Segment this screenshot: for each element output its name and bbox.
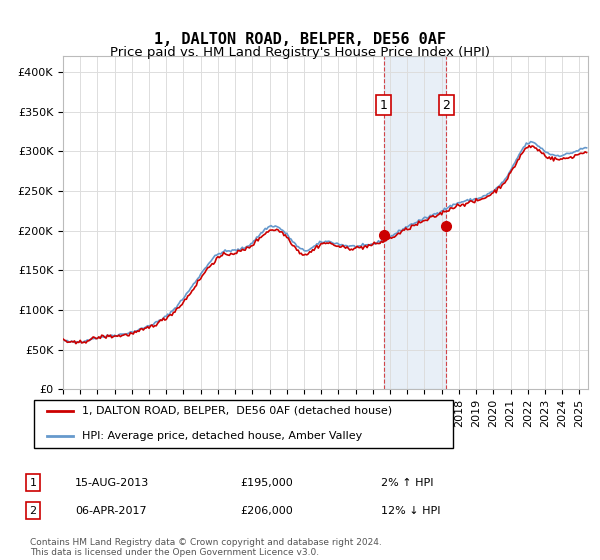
Text: 1: 1 (29, 478, 37, 488)
Text: 1, DALTON ROAD, BELPER,  DE56 0AF (detached house): 1, DALTON ROAD, BELPER, DE56 0AF (detach… (82, 406, 392, 416)
Text: 2: 2 (29, 506, 37, 516)
Bar (383, 56, 446, 389)
Text: 15-AUG-2013: 15-AUG-2013 (75, 478, 149, 488)
Text: Contains HM Land Registry data © Crown copyright and database right 2024.
This d: Contains HM Land Registry data © Crown c… (30, 538, 382, 557)
Text: 2: 2 (442, 99, 450, 111)
Text: 2% ↑ HPI: 2% ↑ HPI (381, 478, 433, 488)
FancyBboxPatch shape (34, 400, 454, 448)
Text: Price paid vs. HM Land Registry's House Price Index (HPI): Price paid vs. HM Land Registry's House … (110, 46, 490, 59)
Text: 06-APR-2017: 06-APR-2017 (75, 506, 146, 516)
Text: £195,000: £195,000 (240, 478, 293, 488)
Text: 12% ↓ HPI: 12% ↓ HPI (381, 506, 440, 516)
Text: 1: 1 (380, 99, 388, 111)
Text: 1, DALTON ROAD, BELPER, DE56 0AF: 1, DALTON ROAD, BELPER, DE56 0AF (154, 32, 446, 48)
Text: £206,000: £206,000 (240, 506, 293, 516)
Text: HPI: Average price, detached house, Amber Valley: HPI: Average price, detached house, Ambe… (82, 431, 362, 441)
